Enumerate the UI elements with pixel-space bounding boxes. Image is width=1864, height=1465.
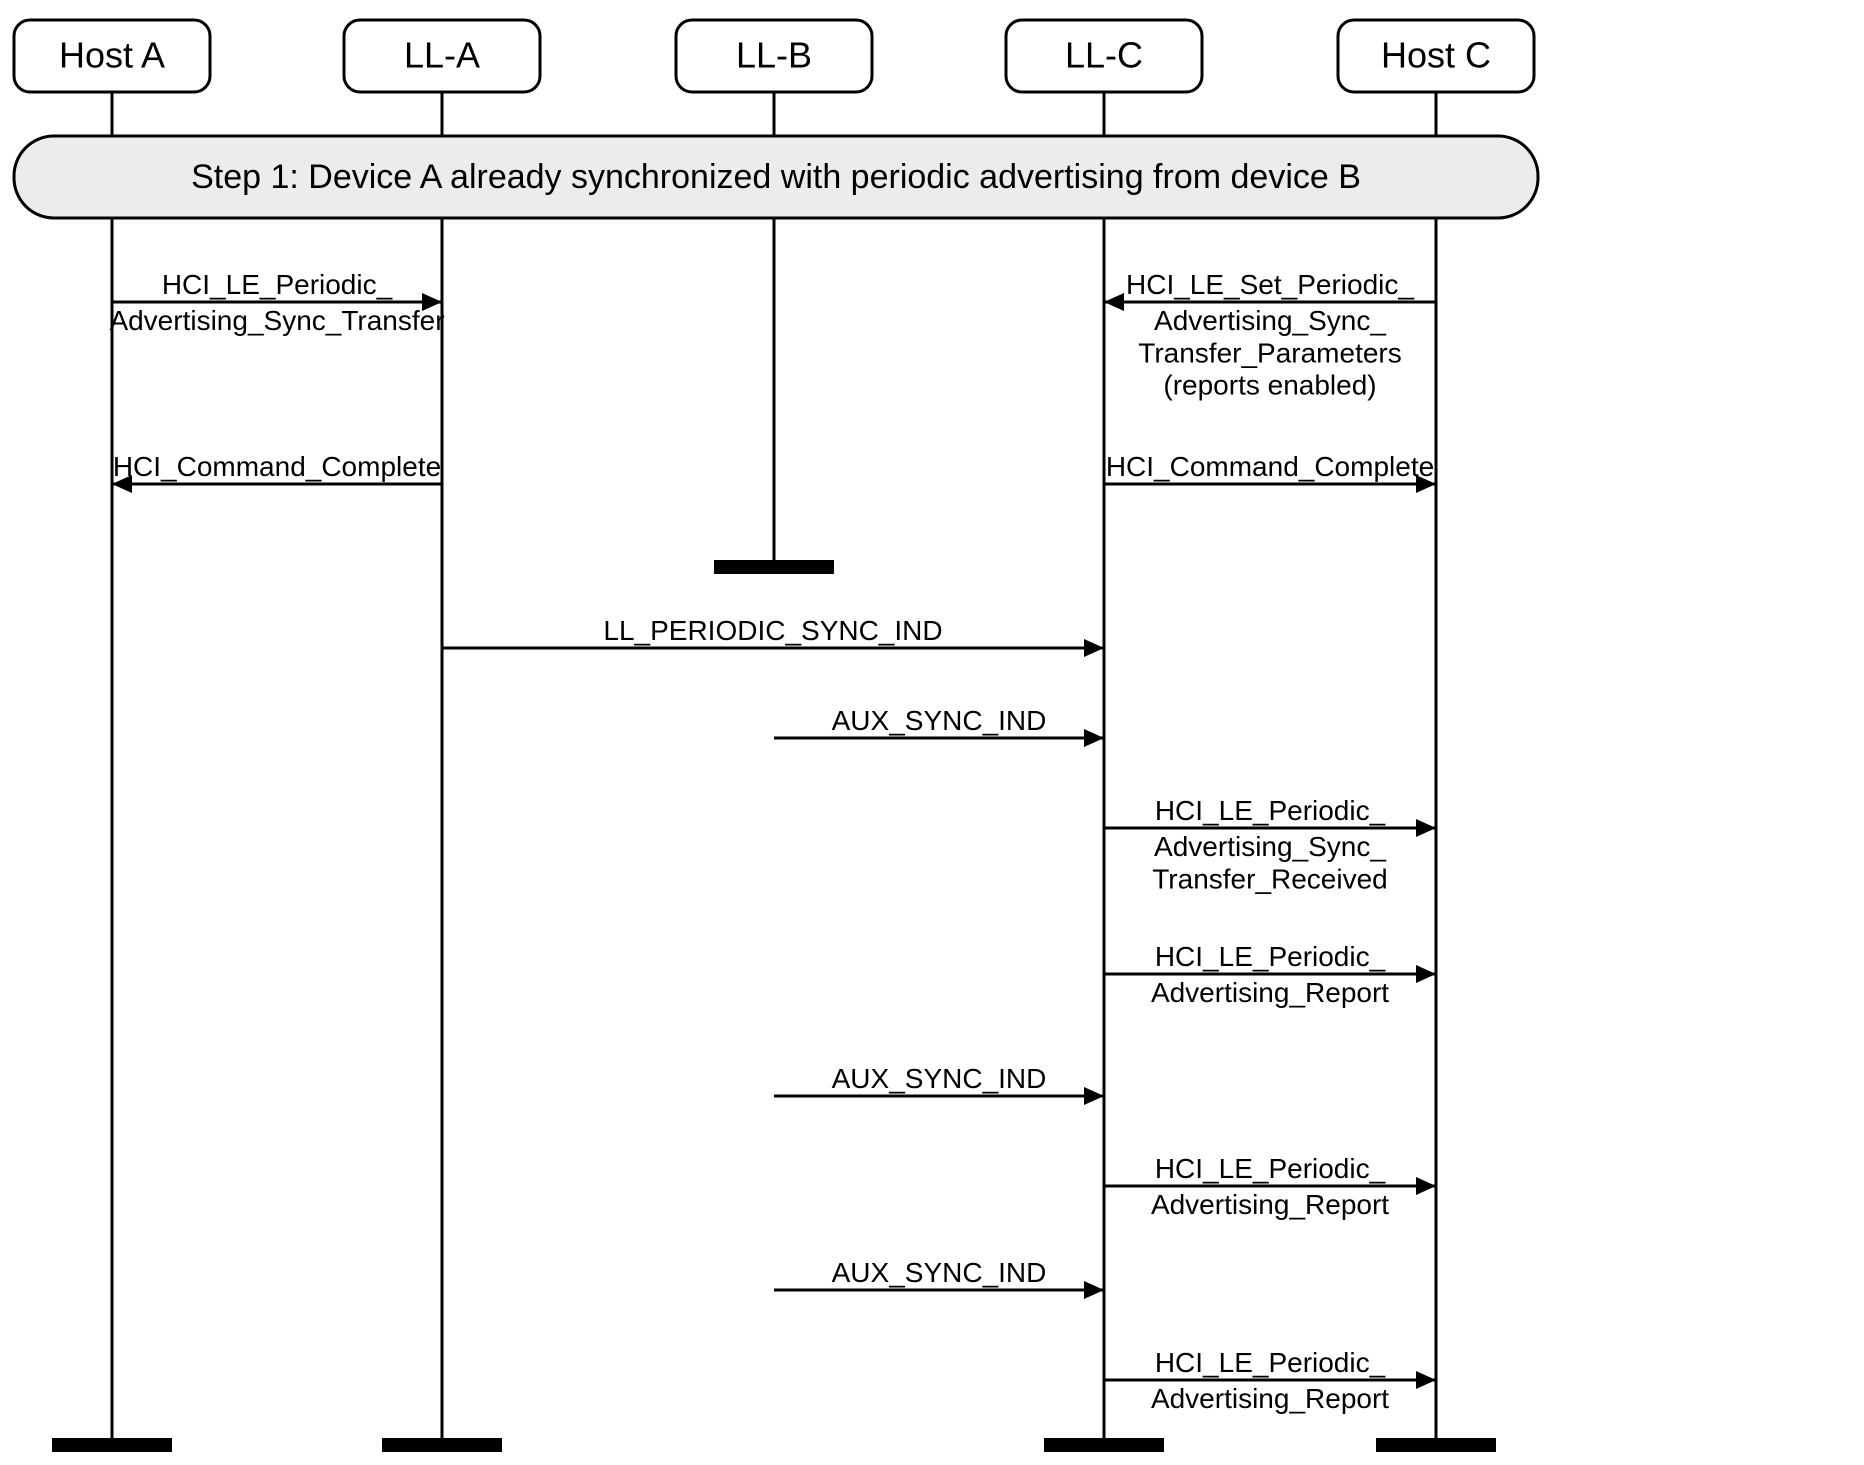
- lifeline-label-ll_b: LL-B: [736, 35, 812, 76]
- lifeline-ll_c: [1044, 218, 1164, 1452]
- message-label-5-0: AUX_SYNC_IND: [832, 705, 1047, 736]
- message-label-9-1: Advertising_Report: [1151, 1189, 1389, 1220]
- message-label-4-0: LL_PERIODIC_SYNC_IND: [603, 615, 942, 646]
- lifeline-header-ll_a: LL-A: [344, 20, 540, 136]
- message-label-0-1: Advertising_Sync_Transfer: [109, 305, 444, 336]
- message-label-11-1: Advertising_Report: [1151, 1383, 1389, 1414]
- step-box: Step 1: Device A already synchronized wi…: [14, 136, 1538, 218]
- message-label-10-0: AUX_SYNC_IND: [832, 1257, 1047, 1288]
- message-label-3-0: HCI_Command_Complete: [1106, 451, 1434, 482]
- message-1: HCI_LE_Set_Periodic_ Advertising_Sync_Tra…: [1104, 269, 1436, 401]
- message-label-1-2: Transfer_Parameters: [1138, 337, 1402, 368]
- lifeline-header-ll_b: LL-B: [676, 20, 872, 136]
- message-5: AUX_SYNC_IND: [774, 705, 1104, 747]
- message-label-2-0: HCI_Command_Complete: [113, 451, 441, 482]
- lifeline-host_c: [1376, 218, 1496, 1452]
- message-4: LL_PERIODIC_SYNC_IND: [442, 615, 1104, 657]
- message-label-7-1: Advertising_Report: [1151, 977, 1389, 1008]
- message-label-11-0: HCI_LE_Periodic_: [1155, 1347, 1386, 1378]
- lifeline-header-host_a: Host A: [14, 20, 210, 136]
- message-label-0-0: HCI_LE_Periodic_: [162, 269, 393, 300]
- message-label-8-0: AUX_SYNC_IND: [832, 1063, 1047, 1094]
- sequence-svg: Host A LL-A LL-B LL-C Host C Step 1: Device A…: [0, 0, 1864, 1465]
- message-label-1-1: Advertising_Sync_: [1154, 305, 1386, 336]
- lifeline-ll_b: [714, 218, 834, 574]
- sequence-diagram: Host A LL-A LL-B LL-C Host C Step 1: Device A…: [0, 0, 1864, 1465]
- lifeline-label-host_c: Host C: [1381, 35, 1491, 76]
- message-9: HCI_LE_Periodic_ Advertising_Report: [1104, 1153, 1436, 1220]
- message-10: AUX_SYNC_IND: [774, 1257, 1104, 1299]
- message-label-7-0: HCI_LE_Periodic_: [1155, 941, 1386, 972]
- message-8: AUX_SYNC_IND: [774, 1063, 1104, 1105]
- message-label-6-0: HCI_LE_Periodic_: [1155, 795, 1386, 826]
- lifeline-host_a: [52, 218, 172, 1452]
- message-7: HCI_LE_Periodic_ Advertising_Report: [1104, 941, 1436, 1008]
- lifeline-label-ll_c: LL-C: [1065, 35, 1143, 76]
- message-0: HCI_LE_Periodic_ Advertising_Sync_Transfe…: [109, 269, 444, 336]
- message-label-1-0: HCI_LE_Set_Periodic_: [1126, 269, 1414, 300]
- message-label-6-1: Advertising_Sync_: [1154, 831, 1386, 862]
- message-label-6-2: Transfer_Received: [1152, 863, 1388, 894]
- lifeline-label-host_a: Host A: [59, 35, 165, 76]
- message-2: HCI_Command_Complete: [112, 451, 442, 493]
- message-6: HCI_LE_Periodic_ Advertising_Sync_Transfe…: [1104, 795, 1436, 894]
- lifeline-header-host_c: Host C: [1338, 20, 1534, 136]
- lifeline-header-ll_c: LL-C: [1006, 20, 1202, 136]
- step-label: Step 1: Device A already synchronized wi…: [191, 158, 1361, 196]
- message-label-9-0: HCI_LE_Periodic_: [1155, 1153, 1386, 1184]
- message-3: HCI_Command_Complete: [1104, 451, 1436, 493]
- lifeline-ll_a: [382, 218, 502, 1452]
- message-11: HCI_LE_Periodic_ Advertising_Report: [1104, 1347, 1436, 1414]
- message-label-1-3: (reports enabled): [1163, 370, 1376, 401]
- lifeline-label-ll_a: LL-A: [404, 35, 480, 76]
